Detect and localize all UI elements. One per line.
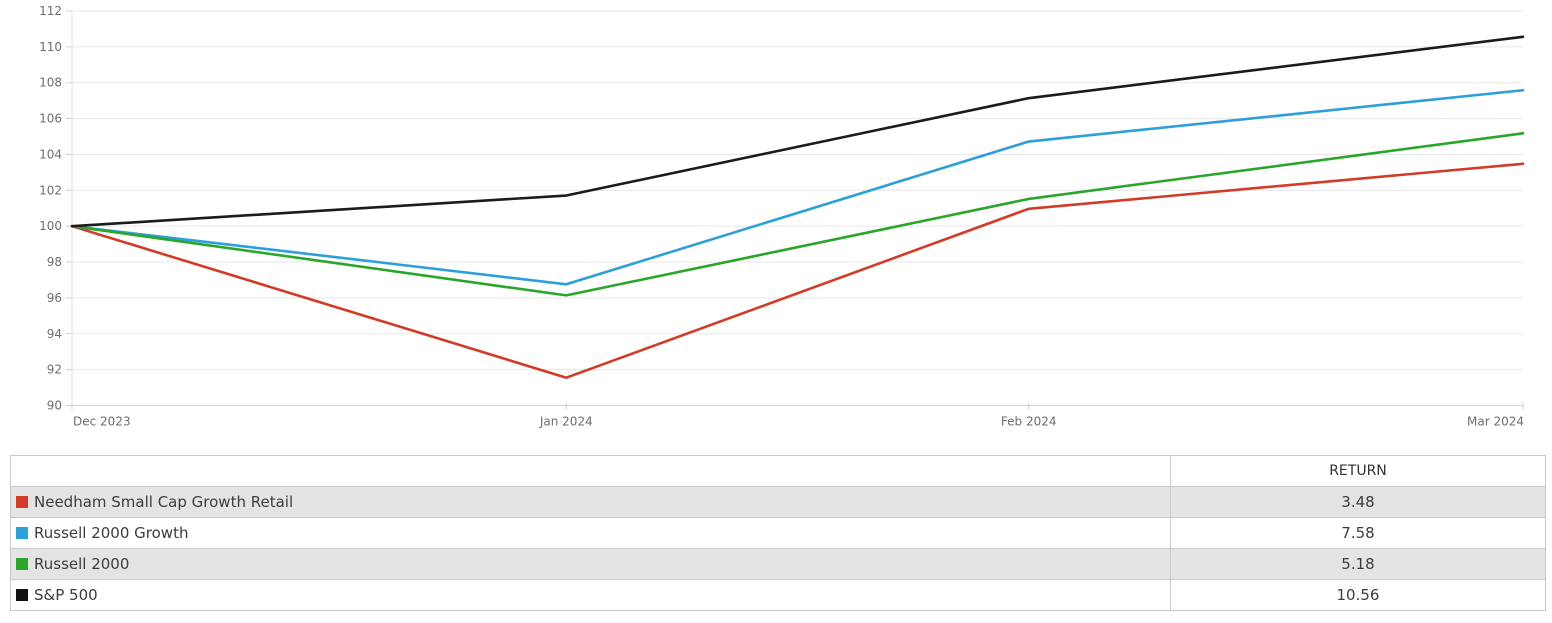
x-axis-tick-label: Dec 2023: [73, 415, 131, 429]
y-axis-tick-label: 100: [39, 219, 62, 233]
series-color-swatch-icon: [16, 558, 28, 570]
y-axis-tick-label: 108: [39, 76, 62, 90]
series-line-3: [70, 35, 1525, 228]
series-name-label: Russell 2000: [34, 555, 130, 573]
table-body: Needham Small Cap Growth Retail 3.48 Russe…: [11, 486, 1545, 610]
series-line-1: [70, 88, 1525, 286]
table-row-3[interactable]: S&P 500 10.56: [11, 579, 1545, 610]
y-axis-tick-label: 90: [47, 399, 62, 413]
series-color-swatch-icon: [16, 589, 28, 601]
y-axis-tick-label: 110: [39, 40, 62, 54]
series-name-label: Russell 2000 Growth: [34, 524, 189, 542]
y-axis-tick-label: 92: [47, 363, 62, 377]
table-row-0[interactable]: Needham Small Cap Growth Retail 3.48: [11, 486, 1545, 517]
series-return-value: 3.48: [1341, 493, 1375, 511]
x-axis-tick-label: Mar 2024: [1467, 415, 1524, 429]
performance-line-chart: 90 92 94 96 98 100 102 104 106 108 110 112 Dec 2023 J…: [39, 4, 1525, 429]
performance-table: RETURN Needham Small Cap Growth Retail 3.…: [10, 455, 1546, 611]
y-axis-tick-label: 104: [39, 147, 62, 161]
x-axis-tick-label: Feb 2024: [1001, 415, 1057, 429]
table-header-return: RETURN: [1329, 463, 1387, 479]
table-row-2[interactable]: Russell 2000 5.18: [11, 548, 1545, 579]
series-name-label: S&P 500: [34, 586, 98, 604]
series-name-cell: S&P 500: [11, 580, 1171, 610]
table-row-1[interactable]: Russell 2000 Growth 7.58: [11, 517, 1545, 548]
chart-canvas: 90 92 94 96 98 100 102 104 106 108 110 112 Dec 2023 J…: [39, 4, 1525, 429]
y-axis-tick-label: 102: [39, 183, 62, 197]
y-axis-tick-label: 98: [47, 255, 62, 269]
series-color-swatch-icon: [16, 496, 28, 508]
series-color-swatch-icon: [16, 527, 28, 539]
series-name-cell: Needham Small Cap Growth Retail: [11, 487, 1171, 517]
y-axis-tick-label: 106: [39, 112, 62, 126]
y-axis-tick-label: 96: [47, 291, 62, 305]
series-line-0: [70, 162, 1525, 380]
series-name-cell: Russell 2000: [11, 549, 1171, 579]
series-name-cell: Russell 2000 Growth: [11, 518, 1171, 548]
table-header-row: RETURN: [11, 456, 1545, 486]
series-return-value: 5.18: [1341, 555, 1375, 573]
table-header-name: [11, 456, 1171, 486]
y-axis-tick-label: 112: [39, 4, 62, 18]
series-name-label: Needham Small Cap Growth Retail: [34, 493, 294, 511]
series-return-value: 7.58: [1341, 524, 1375, 542]
x-axis-tick-label: Jan 2024: [539, 415, 593, 429]
y-axis-tick-label: 94: [47, 327, 62, 341]
series-line-2: [70, 131, 1525, 297]
series-return-value: 10.56: [1336, 586, 1380, 604]
